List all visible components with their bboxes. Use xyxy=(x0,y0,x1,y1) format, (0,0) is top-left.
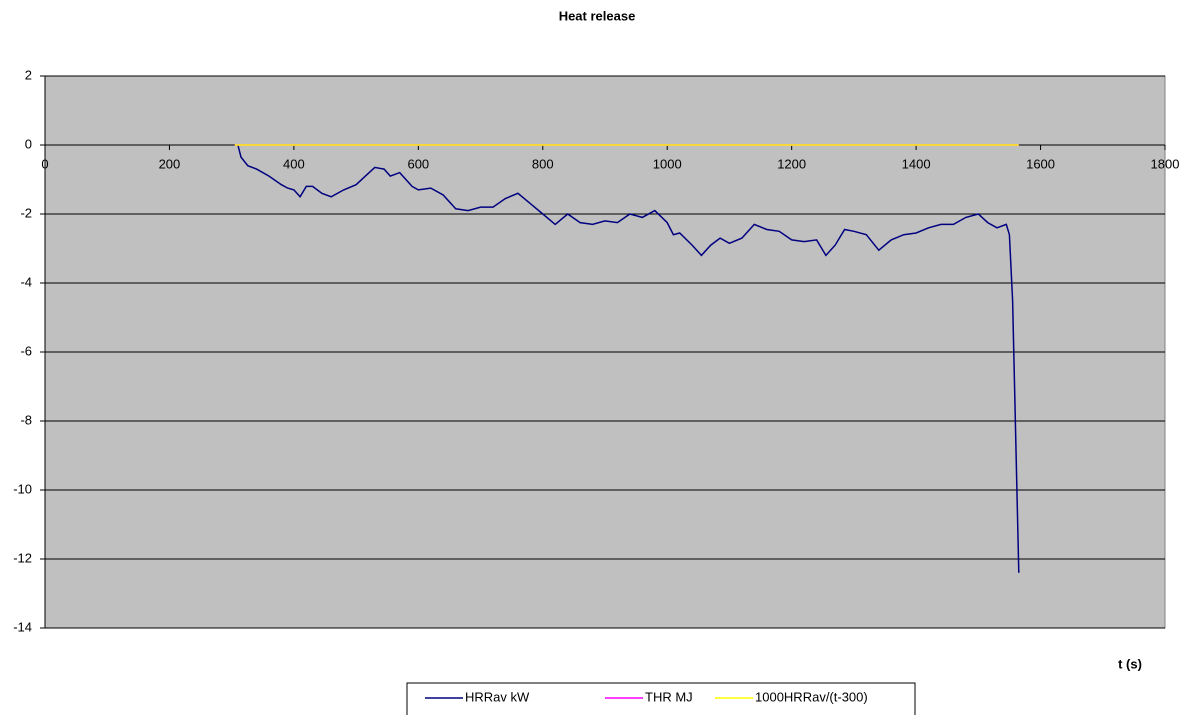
chart-title: Heat release xyxy=(559,8,636,23)
y-tick-label: 2 xyxy=(25,67,32,82)
y-tick-label: -12 xyxy=(13,550,32,565)
series-line xyxy=(237,144,1020,573)
x-tick-label: 1800 xyxy=(1151,156,1180,171)
y-tick-label: 0 xyxy=(25,136,32,151)
y-tick-label: -8 xyxy=(20,412,32,427)
x-tick-label: 200 xyxy=(159,156,181,171)
legend-label: HRRav kW xyxy=(465,689,530,704)
x-tick-label: 400 xyxy=(283,156,305,171)
x-tick-label: 1000 xyxy=(653,156,682,171)
x-tick-label: 1600 xyxy=(1026,156,1055,171)
legend-box xyxy=(406,682,916,715)
x-tick-label: 800 xyxy=(532,156,554,171)
y-tick-label: -4 xyxy=(20,274,32,289)
y-tick-label: -10 xyxy=(13,481,32,496)
y-tick-label: -14 xyxy=(13,619,32,634)
y-tick-label: -2 xyxy=(20,205,32,220)
x-tick-label: 1200 xyxy=(777,156,806,171)
legend-label: THR MJ xyxy=(645,689,693,704)
x-tick-label: 0 xyxy=(41,156,48,171)
x-tick-label: 600 xyxy=(407,156,429,171)
x-tick-label: 1400 xyxy=(902,156,931,171)
y-tick-label: -6 xyxy=(20,343,32,358)
x-axis-label: t (s) xyxy=(1118,656,1142,671)
legend-label: 1000HRRav/(t-300) xyxy=(755,689,868,704)
